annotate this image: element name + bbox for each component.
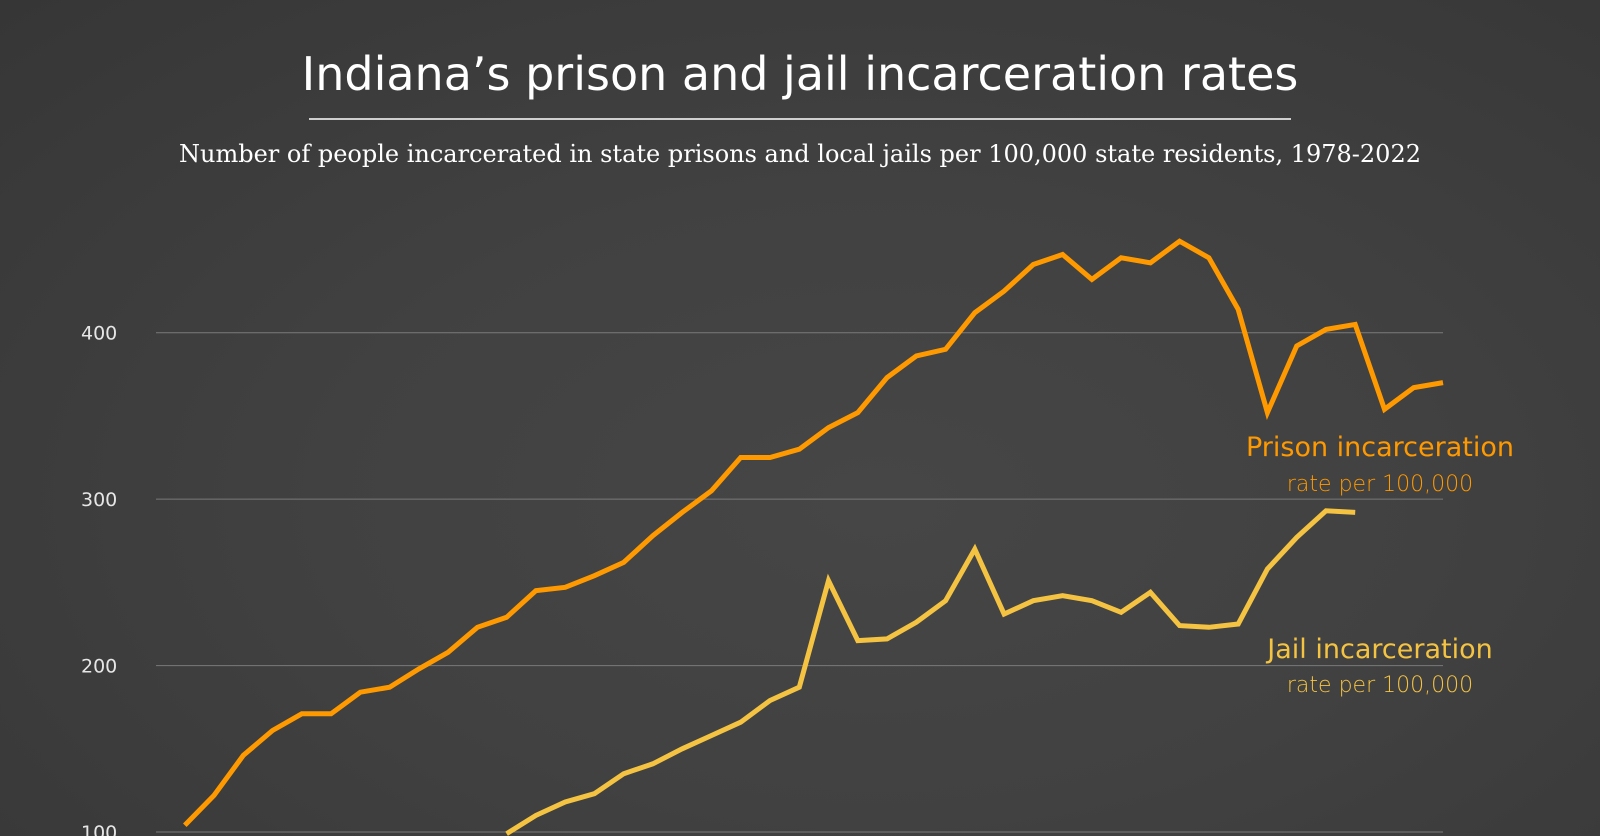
jail-label-sub: rate per 100,000 <box>1287 673 1473 698</box>
jail-label: Jail incarceration <box>1265 634 1492 665</box>
y-tick-label: 100 <box>81 822 117 836</box>
prison-series-label: Prison incarceration rate per 100,000 <box>1246 432 1514 497</box>
jail-series-label: Jail incarceration rate per 100,000 <box>1265 634 1492 698</box>
y-tick-label: 400 <box>81 323 117 345</box>
y-tick-label: 200 <box>81 656 117 678</box>
chart-subtitle: Number of people incarcerated in state p… <box>179 140 1421 168</box>
y-axis-ticks: 100 200 300 400 <box>81 323 117 836</box>
prison-label-sub: rate per 100,000 <box>1287 472 1473 497</box>
series-line-jail <box>505 508 1356 836</box>
chart-title: Indiana’s prison and jail incarceration … <box>302 47 1299 101</box>
series-lines <box>183 238 1444 836</box>
prison-label: Prison incarceration <box>1246 432 1514 463</box>
gridlines <box>156 332 1443 833</box>
y-tick-label: 300 <box>81 489 117 511</box>
series-line-prison <box>183 238 1444 828</box>
